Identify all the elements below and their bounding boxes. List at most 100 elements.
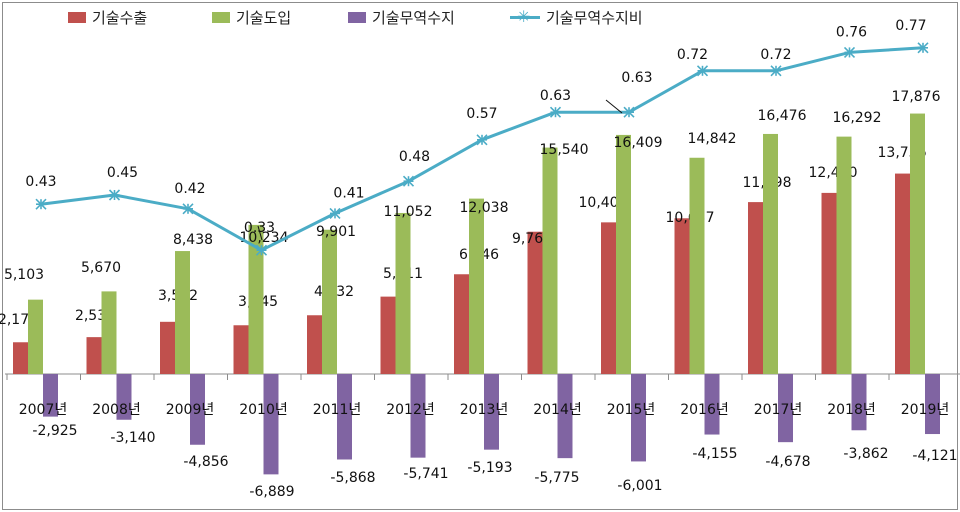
data-label: 15,540 [540,142,589,158]
bar [631,374,646,462]
bar [484,374,499,450]
ratio-point [843,46,856,58]
bar [836,136,852,374]
ratio-label: 0.76 [836,24,867,40]
legend-label-tech-import: 기술도입 [236,8,292,27]
data-label: -5,741 [403,466,448,482]
bar [763,133,778,374]
bar [395,212,411,374]
bar [674,218,690,374]
data-label: 5,103 [4,267,44,283]
data-label: -2,925 [32,423,77,439]
data-label: -4,155 [692,446,737,462]
data-label: 16,292 [833,110,882,126]
ratio-label: 0.63 [621,70,652,86]
bar [337,374,352,460]
bar [542,147,558,374]
data-label: 10,408 [579,195,628,211]
ratio-point [402,175,415,187]
ratio-point [623,106,635,118]
legend-label-tech-export: 기술수출 [92,8,148,27]
bar [527,231,543,374]
data-label: 11,052 [384,204,433,220]
ratio-label: 0.33 [244,220,275,236]
data-label: 14,842 [688,131,737,147]
x-tick-label: 2012년 [386,402,435,418]
ratio-label: 0.43 [25,174,56,190]
ratio-point [329,207,341,219]
bar [101,291,117,374]
bar [748,202,763,374]
bar [778,374,793,443]
x-tick-label: 2008년 [92,402,141,418]
data-label: -6,889 [249,484,294,500]
ratio-point [255,244,268,256]
x-tick-label: 2010년 [239,402,288,418]
x-tick-label: 2009년 [166,402,215,418]
label-leader-line [605,99,623,114]
x-tick-label: 2015년 [607,402,656,418]
ratio-point [108,189,121,201]
legend-swatch-tech-trade-balance [348,11,366,23]
data-label: -4,678 [765,454,810,470]
ratio-point [770,65,782,77]
legend-label-tech-trade-balance: 기술무역수지 [372,8,455,27]
bar [601,222,616,374]
bar [689,157,705,374]
x-tick-label: 2018년 [827,402,876,418]
data-label: 8,438 [173,232,213,248]
bar [380,296,396,374]
bar [43,374,58,417]
ratio-label: 0.72 [677,47,708,63]
legend-line-tech-trade-ratio [510,6,540,28]
data-label: -5,193 [467,460,512,476]
data-label: -3,862 [843,446,888,462]
bar [116,374,132,420]
bar [248,224,264,374]
bar [910,113,925,374]
bar [821,192,837,374]
ratio-label: 0.48 [399,149,430,165]
data-label: -5,775 [534,470,579,486]
x-tick-label: 2014년 [533,402,582,418]
data-label: -5,868 [330,470,375,486]
data-label: 16,476 [758,108,807,124]
bar [86,337,102,374]
data-label: 9,901 [316,224,356,240]
bar [454,274,469,374]
legend-swatch-tech-export [68,11,86,23]
legend-item-tech-export: 기술수출 [68,6,147,28]
bar [263,374,279,475]
label-leader-line [257,225,263,241]
x-tick-label: 2011년 [313,402,362,418]
ratio-point [476,134,488,146]
x-tick-label: 2013년 [460,402,509,418]
ratio-label: 0.63 [540,88,571,104]
data-label: 9,765 [512,231,552,247]
legend-item-tech-trade-ratio: 기술무역수지비 [510,6,643,28]
ratio-point [696,65,709,77]
bar [175,251,190,374]
data-label: 17,876 [892,89,941,105]
bar [160,321,175,374]
bar [233,325,249,374]
chart-legend: 기술수출 기술도입 기술무역수지 기술무역수지비 [0,6,960,28]
bar [851,374,867,431]
bar [616,134,631,374]
x-tick-label: 2007년 [19,402,68,418]
bar [925,374,940,435]
data-label: -4,121 [912,448,957,464]
x-tick-label: 2016년 [680,402,729,418]
ratio-point [35,198,47,210]
data-label: -6,001 [617,478,662,494]
legend-item-tech-trade-balance: 기술무역수지 [348,6,455,28]
ratio-label: 0.42 [174,181,205,197]
bar [190,374,205,445]
bar [322,229,337,374]
legend-swatch-tech-import [212,11,230,23]
ratio-point [182,203,194,215]
x-tick-label: 2019년 [901,402,950,418]
bar [307,315,322,374]
bar [28,299,43,374]
